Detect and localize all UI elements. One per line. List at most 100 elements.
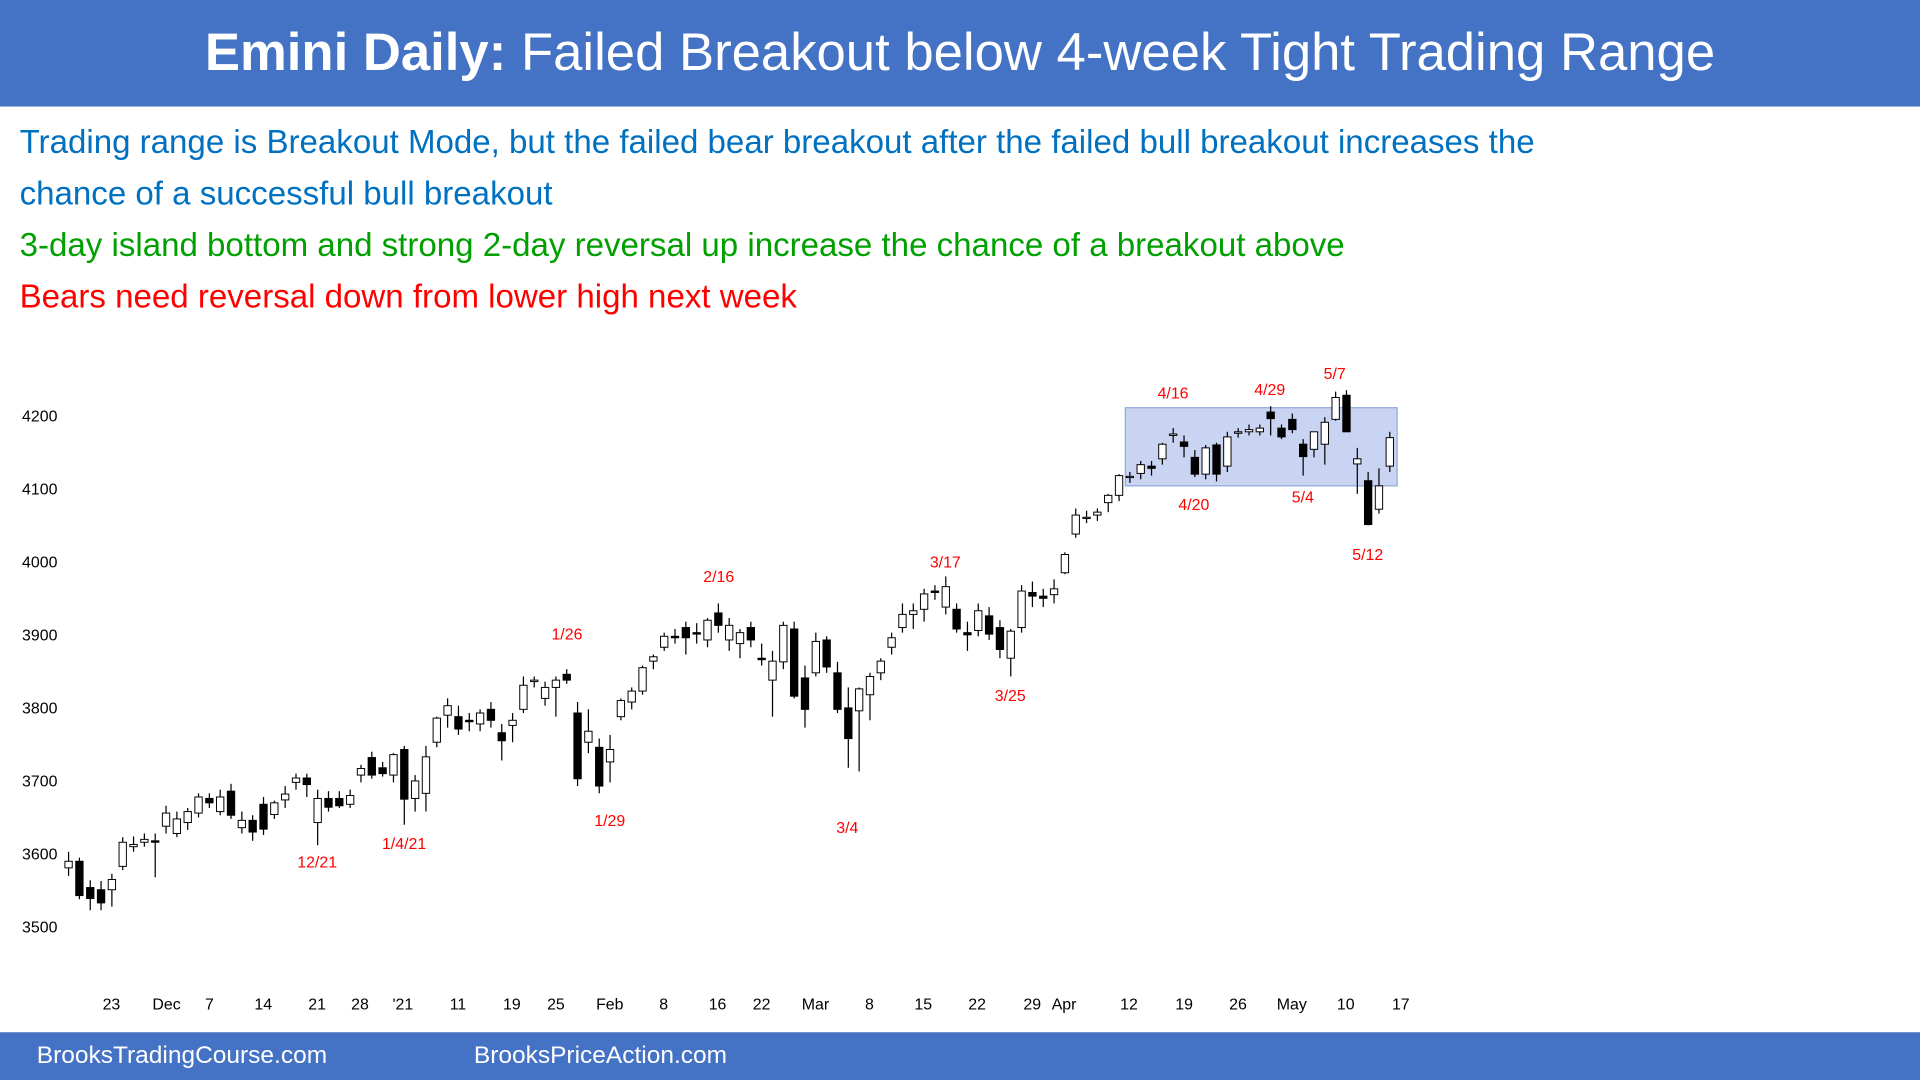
candle-body bbox=[1158, 443, 1167, 460]
y-tick-label: 3800 bbox=[22, 701, 58, 718]
annotation: 1/26 bbox=[551, 627, 582, 644]
y-tick-label: 4000 bbox=[22, 554, 58, 571]
candle-body bbox=[400, 749, 409, 800]
candle-body bbox=[865, 675, 875, 696]
candle-body bbox=[1082, 516, 1091, 519]
candle-body bbox=[497, 732, 506, 742]
candle-body bbox=[1255, 427, 1265, 433]
candle-body bbox=[226, 790, 236, 816]
candle-body bbox=[735, 632, 745, 645]
candle-body bbox=[1212, 444, 1221, 475]
annotation: 2/16 bbox=[703, 569, 734, 586]
candle-body bbox=[757, 657, 766, 661]
candle-body bbox=[898, 613, 907, 629]
candle-body bbox=[237, 819, 247, 829]
x-tick-label: 21 bbox=[308, 997, 326, 1014]
candle-body bbox=[313, 797, 322, 824]
candle-body bbox=[389, 754, 398, 776]
candle-body bbox=[595, 746, 604, 787]
annotation: 1/4/21 bbox=[382, 836, 426, 853]
x-tick-label: 17 bbox=[1392, 997, 1410, 1014]
candle-body bbox=[259, 803, 268, 830]
candle-body bbox=[378, 767, 387, 775]
candle-body bbox=[540, 686, 550, 699]
annotation: 5/7 bbox=[1324, 366, 1346, 383]
candle-body bbox=[616, 700, 626, 718]
candle-body bbox=[1147, 465, 1156, 469]
candle-body bbox=[963, 632, 972, 636]
candle-body bbox=[1049, 588, 1059, 596]
candle-body bbox=[356, 768, 366, 776]
annotation: 5/12 bbox=[1352, 547, 1383, 564]
candle-body bbox=[64, 860, 73, 869]
candle-body bbox=[248, 819, 257, 833]
candle-body bbox=[562, 673, 571, 681]
candle-body bbox=[151, 840, 160, 843]
candle-body bbox=[995, 627, 1005, 650]
candle-body bbox=[573, 712, 582, 780]
candle-body bbox=[1277, 427, 1286, 438]
x-tick-label: Dec bbox=[152, 997, 180, 1014]
annotation: 3/25 bbox=[995, 688, 1026, 705]
candle-body bbox=[1298, 443, 1308, 458]
candle-body bbox=[1114, 475, 1124, 496]
note: Trading range is Breakout Mode, but the … bbox=[19, 123, 1535, 161]
candle-body bbox=[984, 615, 994, 635]
range-box bbox=[1124, 407, 1398, 487]
x-tick-label: 19 bbox=[503, 997, 521, 1014]
candle-body bbox=[129, 843, 138, 848]
x-tick-label: 29 bbox=[1023, 997, 1041, 1014]
candle-body bbox=[1363, 480, 1373, 526]
x-tick-label: 10 bbox=[1337, 997, 1355, 1014]
x-tick-label: 11 bbox=[450, 997, 467, 1014]
candle-body bbox=[930, 590, 940, 593]
candle-body bbox=[854, 688, 864, 712]
candle-body bbox=[800, 677, 810, 710]
candle-body bbox=[638, 667, 647, 692]
candle-body bbox=[887, 637, 896, 648]
candle-body bbox=[1060, 554, 1070, 574]
candle-body bbox=[1125, 475, 1135, 479]
candle-body bbox=[551, 679, 561, 688]
candle-body bbox=[86, 887, 95, 900]
candle-body bbox=[1266, 411, 1275, 420]
candle-body bbox=[367, 757, 376, 776]
note: Bears need reversal down from lower high… bbox=[19, 277, 797, 315]
candle-body bbox=[627, 690, 636, 703]
candle-body bbox=[291, 777, 301, 783]
candle-body bbox=[508, 719, 517, 726]
candle-body bbox=[1201, 447, 1210, 475]
candle-body bbox=[649, 656, 658, 662]
x-tick-label: 12 bbox=[1120, 997, 1138, 1014]
candle-body bbox=[107, 879, 117, 891]
x-tick-label: May bbox=[1277, 997, 1307, 1014]
x-tick-label: 25 bbox=[547, 997, 565, 1014]
annotation: 3/4 bbox=[836, 820, 858, 837]
footer-link: BrooksTradingCourse.com bbox=[36, 1042, 328, 1069]
annotation: 3/17 bbox=[930, 554, 961, 571]
note: chance of a successful bull breakout bbox=[19, 175, 553, 212]
candle-body bbox=[605, 749, 615, 763]
candle-body bbox=[345, 795, 355, 805]
y-tick-label: 3500 bbox=[22, 920, 58, 937]
candle-body bbox=[714, 612, 723, 626]
candle-body bbox=[1331, 396, 1340, 420]
candle-body bbox=[1006, 630, 1015, 659]
candle-body bbox=[789, 628, 799, 697]
candle-body bbox=[692, 632, 701, 635]
footer-link: BrooksPriceAction.com bbox=[473, 1042, 728, 1069]
annotation: 1/29 bbox=[594, 813, 625, 830]
candle-body bbox=[454, 716, 463, 730]
y-tick-label: 4100 bbox=[22, 481, 58, 498]
x-tick-label: 19 bbox=[1175, 997, 1193, 1014]
header: Emini Daily: Failed Breakout below 4-wee… bbox=[0, 0, 1920, 107]
candle-body bbox=[681, 627, 691, 639]
candle-body bbox=[1190, 456, 1200, 475]
candle-body bbox=[941, 586, 950, 608]
annotation: 4/16 bbox=[1158, 385, 1189, 402]
candle-body bbox=[205, 797, 214, 804]
candle-body bbox=[75, 860, 84, 897]
candle-body bbox=[1223, 436, 1232, 467]
